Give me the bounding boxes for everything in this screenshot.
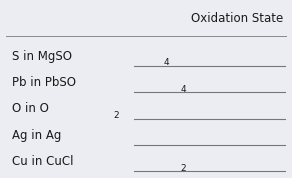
Text: Cu in CuCl: Cu in CuCl [12,155,73,168]
Text: 2: 2 [113,111,119,120]
Text: O in O: O in O [12,102,48,115]
Text: 2: 2 [180,164,186,173]
Text: Pb in PbSO: Pb in PbSO [12,76,76,89]
Text: Ag in Ag: Ag in Ag [12,129,61,142]
Text: 4: 4 [180,85,186,94]
Text: S in MgSO: S in MgSO [12,49,72,63]
Text: Oxidation State: Oxidation State [191,12,283,25]
Text: 4: 4 [164,58,169,67]
